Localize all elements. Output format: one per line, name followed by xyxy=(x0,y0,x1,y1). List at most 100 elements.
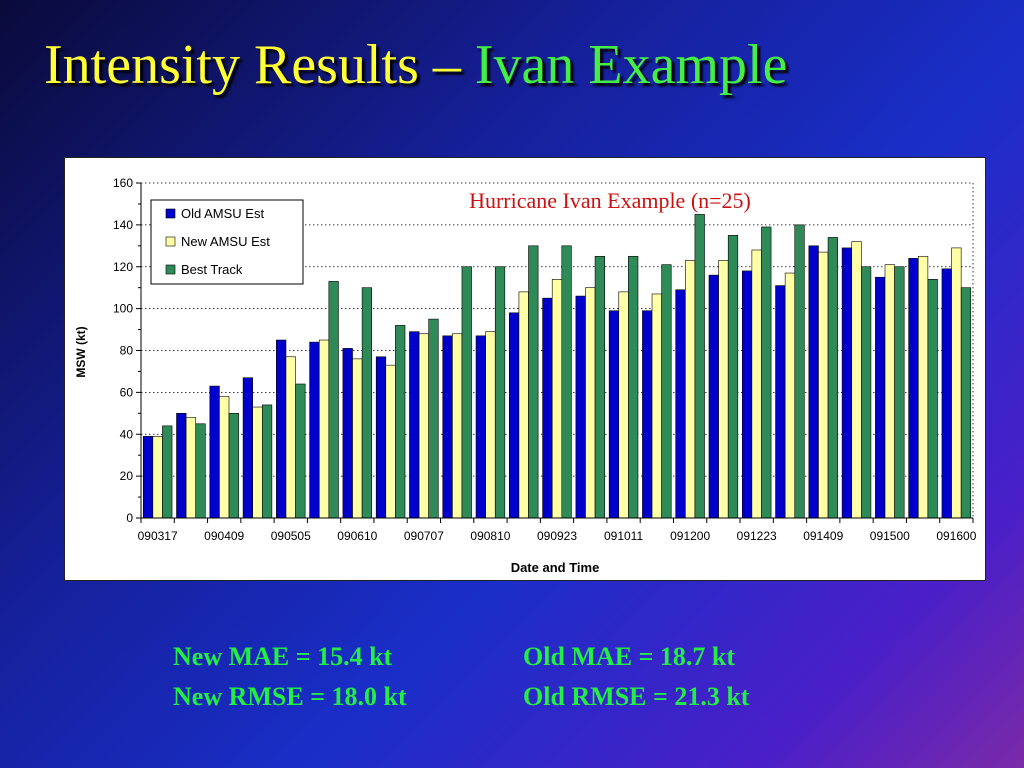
bar xyxy=(708,274,719,519)
x-axis-label: Date and Time xyxy=(511,560,600,575)
bar xyxy=(276,339,287,519)
bar xyxy=(542,297,553,519)
bar xyxy=(661,264,672,519)
chart-title: Hurricane Ivan Example (n=25) xyxy=(469,188,751,213)
bar xyxy=(794,224,805,519)
y-tick-label: 160 xyxy=(113,176,133,190)
old-mae-text: Old MAE = 18.7 kt xyxy=(523,642,735,671)
legend-label: Best Track xyxy=(181,262,243,277)
x-tick-label: 091223 xyxy=(737,529,777,543)
bar xyxy=(385,364,396,519)
bar xyxy=(375,356,387,519)
bar xyxy=(808,245,819,519)
bar xyxy=(176,413,187,519)
bar xyxy=(195,423,206,519)
legend-swatch xyxy=(165,264,176,275)
bar xyxy=(185,417,197,519)
y-tick-label: 0 xyxy=(126,511,133,525)
x-tick-label: 090505 xyxy=(271,529,311,543)
legend: Old AMSU Est New AMSU Est Best Track xyxy=(150,199,304,285)
bar xyxy=(917,255,929,519)
bar xyxy=(941,268,952,519)
bar xyxy=(452,333,463,519)
y-tick-label: 140 xyxy=(113,218,133,232)
bar xyxy=(841,247,853,519)
bar xyxy=(518,291,529,519)
x-tick-labels: 090317 090409 090505 090610 090707 090810 0909… xyxy=(138,529,977,543)
bar xyxy=(727,235,739,519)
stats-row-rmse: New RMSE = 18.0 kt Old RMSE = 21.3 kt xyxy=(173,677,749,717)
bar xyxy=(252,406,263,519)
x-tick-label: 090409 xyxy=(204,529,244,543)
bar xyxy=(242,377,253,519)
x-tick-label: 090707 xyxy=(404,529,444,543)
bar xyxy=(575,295,586,519)
bar xyxy=(342,348,353,519)
y-tick-label: 20 xyxy=(120,469,134,483)
bar xyxy=(608,310,620,519)
legend-label: New AMSU Est xyxy=(181,234,270,249)
bar xyxy=(428,318,439,519)
bar xyxy=(309,341,320,519)
y-tick-labels: 0 20 40 60 80 100 120 140 160 xyxy=(113,176,133,525)
legend-box xyxy=(150,199,304,285)
x-tick-label: 091409 xyxy=(803,529,843,543)
bar xyxy=(818,251,829,519)
bar xyxy=(594,255,605,519)
bar xyxy=(142,436,154,519)
bar xyxy=(494,266,506,519)
bar xyxy=(761,226,772,519)
bar xyxy=(551,279,563,519)
bar xyxy=(361,287,373,519)
bar xyxy=(875,276,886,519)
x-tick-label: 090810 xyxy=(470,529,510,543)
stats-row-mae: New MAE = 15.4 kt Old MAE = 18.7 kt xyxy=(173,637,749,677)
bar xyxy=(152,436,163,519)
error-stats: New MAE = 15.4 kt Old MAE = 18.7 kt New … xyxy=(173,637,749,717)
legend-label: Old AMSU Est xyxy=(181,206,264,221)
bar xyxy=(685,260,696,519)
bar xyxy=(784,272,796,519)
x-tick-label: 091200 xyxy=(670,529,710,543)
series-best-track xyxy=(162,214,972,519)
bar xyxy=(960,287,972,519)
bar xyxy=(461,266,472,519)
bar xyxy=(219,396,230,519)
legend-swatch xyxy=(165,236,176,247)
bar xyxy=(718,260,729,519)
x-tick-label: 091600 xyxy=(936,529,976,543)
legend-swatch xyxy=(165,208,176,219)
x-tick-label: 091011 xyxy=(604,529,643,543)
bar xyxy=(209,385,220,519)
bar xyxy=(162,425,173,519)
bar xyxy=(827,237,838,519)
bar xyxy=(628,255,639,519)
x-tick-label: 090610 xyxy=(337,529,377,543)
bar xyxy=(775,285,786,519)
bar xyxy=(751,249,762,519)
bar xyxy=(352,358,363,519)
bar xyxy=(642,310,653,519)
slide-title-part1: Intensity Results – xyxy=(44,34,475,96)
bar xyxy=(741,270,753,519)
old-rmse-text: Old RMSE = 21.3 kt xyxy=(523,682,750,711)
bar xyxy=(485,331,496,519)
bar xyxy=(851,241,862,519)
axes xyxy=(136,182,974,523)
bar xyxy=(561,245,572,519)
bar xyxy=(951,247,962,519)
bar xyxy=(884,264,895,519)
bar xyxy=(585,287,596,519)
bar xyxy=(651,293,662,519)
y-tick-label: 80 xyxy=(120,344,134,358)
bar xyxy=(395,325,406,519)
bar xyxy=(442,335,453,519)
bar xyxy=(475,335,486,519)
bar xyxy=(694,214,705,519)
chart-container: 0 20 40 60 80 100 120 140 160 090317 090409 090505… xyxy=(64,157,986,581)
y-tick-label: 100 xyxy=(113,302,133,316)
slide-title-part2: Ivan Example xyxy=(474,34,788,96)
bar xyxy=(908,258,919,519)
bar xyxy=(261,404,273,519)
y-tick-label: 60 xyxy=(120,385,134,399)
